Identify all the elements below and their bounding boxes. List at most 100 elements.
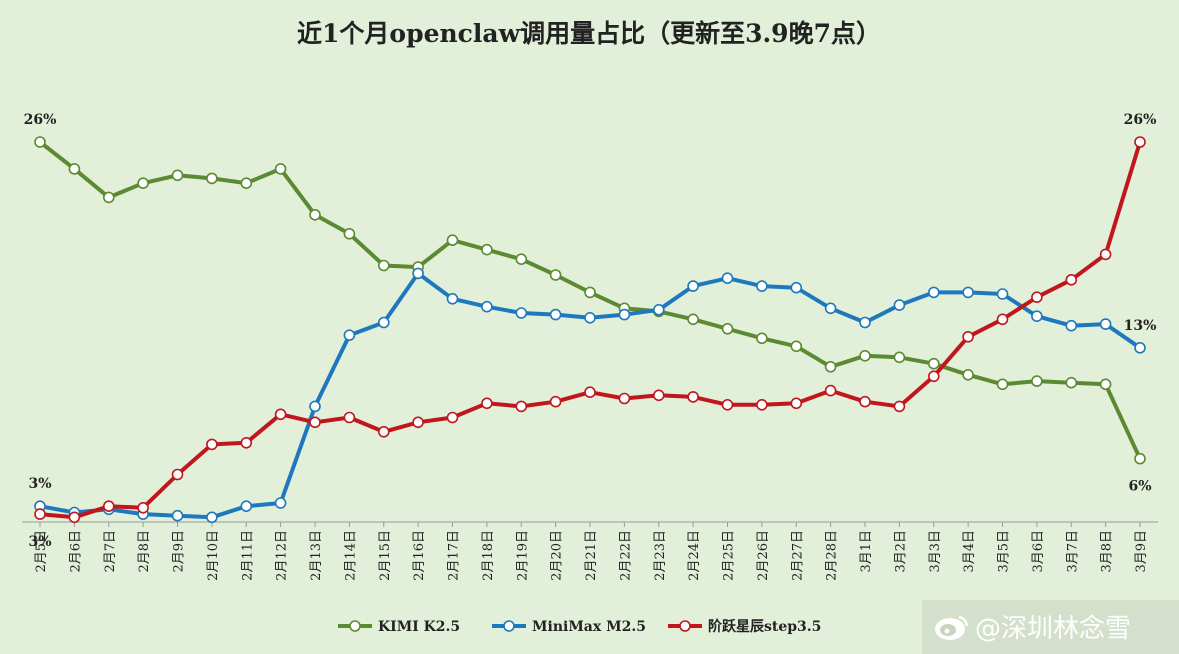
data-point bbox=[893, 400, 906, 413]
data-point bbox=[549, 308, 562, 321]
legend-item: MiniMax M2.5 bbox=[492, 619, 646, 635]
data-point bbox=[721, 322, 734, 335]
watermark-backdrop bbox=[922, 600, 1179, 654]
x-tick-label: 2月8日 bbox=[137, 530, 152, 573]
x-tick-label: 2月6日 bbox=[68, 530, 83, 573]
data-point bbox=[274, 163, 287, 175]
data-point bbox=[996, 378, 1009, 391]
x-tick-label: 3月1日 bbox=[859, 530, 874, 573]
data-point bbox=[927, 286, 940, 299]
data-point bbox=[137, 177, 149, 189]
data-point bbox=[1031, 310, 1043, 323]
data-point bbox=[962, 286, 974, 299]
data-label: 3% bbox=[28, 476, 51, 492]
data-point bbox=[549, 395, 562, 408]
legend-label: MiniMax M2.5 bbox=[532, 619, 646, 635]
data-point bbox=[584, 286, 596, 299]
data-point bbox=[274, 497, 287, 509]
data-point bbox=[412, 416, 424, 429]
legend-item: 阶跃星辰step3.5 bbox=[668, 618, 821, 635]
x-tick-label: 3月5日 bbox=[997, 530, 1012, 573]
data-point bbox=[721, 398, 734, 411]
x-tick-label: 2月28日 bbox=[825, 530, 840, 581]
data-label: 26% bbox=[1124, 112, 1157, 128]
data-point bbox=[171, 468, 184, 481]
x-tick-label: 2月24日 bbox=[687, 530, 702, 581]
data-point bbox=[1065, 376, 1078, 389]
data-point bbox=[859, 395, 871, 408]
legend-label: KIMI K2.5 bbox=[378, 619, 460, 635]
x-tick-label: 2月19日 bbox=[515, 530, 530, 581]
data-point bbox=[309, 400, 321, 413]
data-point bbox=[790, 340, 803, 353]
x-tick-label: 2月7日 bbox=[103, 530, 118, 573]
x-tick-label: 2月25日 bbox=[722, 530, 737, 581]
data-point bbox=[584, 311, 596, 324]
data-point bbox=[652, 389, 665, 402]
data-labels: 26% 6% 3% 13% 3% 26% bbox=[24, 112, 1157, 550]
data-label: 13% bbox=[1124, 318, 1157, 334]
data-point bbox=[274, 408, 287, 421]
data-label: 3% bbox=[28, 534, 51, 550]
x-tick-label: 2月21日 bbox=[584, 530, 599, 581]
data-point bbox=[412, 267, 424, 280]
data-point bbox=[687, 280, 699, 292]
x-tick-label: 2月20日 bbox=[550, 530, 565, 581]
data-point bbox=[377, 425, 390, 438]
data-point bbox=[893, 351, 906, 364]
data-point bbox=[721, 272, 734, 285]
data-label: 26% bbox=[24, 112, 57, 128]
data-point bbox=[68, 511, 81, 524]
legend-item: KIMI K2.5 bbox=[338, 619, 460, 635]
x-tick-label: 2月14日 bbox=[343, 530, 358, 581]
data-point bbox=[1134, 136, 1146, 148]
data-point bbox=[206, 511, 218, 524]
data-point bbox=[790, 281, 803, 294]
data-point bbox=[515, 253, 528, 266]
x-tick-label: 3月7日 bbox=[1065, 530, 1080, 573]
x-tick-label: 2月15日 bbox=[378, 530, 393, 581]
data-point bbox=[309, 416, 321, 429]
data-point bbox=[103, 191, 115, 204]
x-tick-label: 2月18日 bbox=[481, 530, 496, 581]
data-point bbox=[824, 302, 837, 315]
x-tick-label: 2月11日 bbox=[240, 530, 255, 581]
data-point bbox=[309, 209, 321, 221]
data-point bbox=[1099, 318, 1112, 330]
data-point bbox=[1065, 273, 1078, 286]
data-point bbox=[790, 397, 803, 410]
series-layer bbox=[34, 136, 1146, 524]
data-point bbox=[1031, 375, 1043, 387]
data-point bbox=[859, 349, 871, 362]
legend-swatch-marker bbox=[679, 620, 691, 632]
data-point bbox=[377, 259, 390, 272]
data-point bbox=[206, 172, 218, 185]
x-tick-label: 3月6日 bbox=[1031, 530, 1046, 573]
data-point bbox=[1134, 452, 1146, 465]
x-tick-label: 2月17日 bbox=[447, 530, 462, 581]
data-point bbox=[34, 508, 46, 520]
data-point bbox=[687, 313, 699, 326]
x-tick-label: 2月9日 bbox=[172, 530, 187, 573]
x-tick-label: 2月10日 bbox=[206, 530, 221, 581]
data-point bbox=[34, 136, 46, 148]
chart-title: 近1个月openclaw调用量占比（更新至3.9晚7点） bbox=[297, 19, 881, 48]
x-tick-label: 3月8日 bbox=[1100, 530, 1115, 573]
legend-label: 阶跃星辰step3.5 bbox=[708, 618, 821, 635]
data-label: 6% bbox=[1128, 479, 1151, 495]
data-point bbox=[343, 228, 356, 240]
data-point bbox=[103, 500, 115, 513]
data-point bbox=[618, 392, 631, 405]
data-point bbox=[446, 411, 459, 424]
x-tick-label: 2月13日 bbox=[309, 530, 324, 581]
data-point bbox=[481, 300, 493, 313]
x-axis: 2月5日 2月6日 2月7日 2月8日 2月9日 2月10日 2月11日 2月12日 2月13日… bbox=[22, 521, 1158, 581]
x-tick-label: 3月9日 bbox=[1134, 530, 1149, 573]
data-point bbox=[687, 391, 699, 403]
data-point bbox=[549, 269, 562, 281]
x-tick-label: 3月3日 bbox=[928, 530, 943, 573]
legend-swatch-marker bbox=[349, 620, 361, 632]
data-point bbox=[446, 292, 459, 305]
